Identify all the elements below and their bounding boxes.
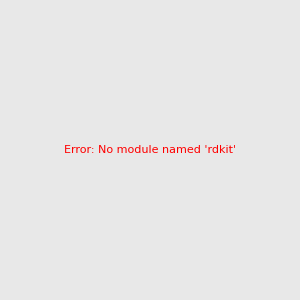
Text: Error: No module named 'rdkit': Error: No module named 'rdkit'	[64, 145, 236, 155]
